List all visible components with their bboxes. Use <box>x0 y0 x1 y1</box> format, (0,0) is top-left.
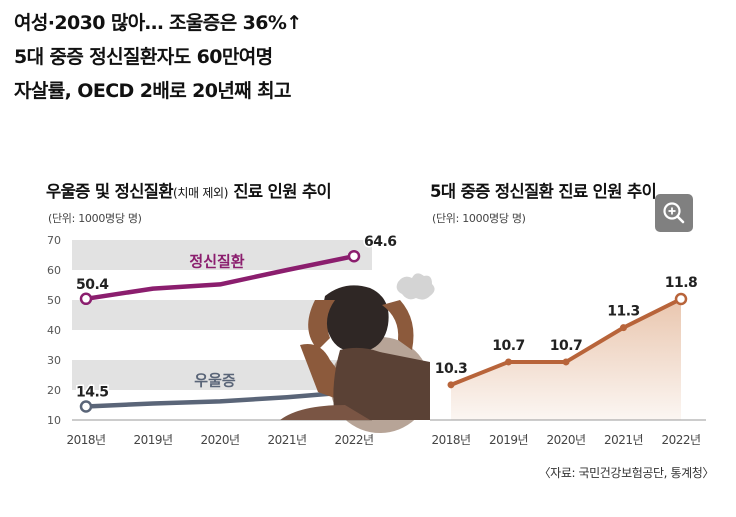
series-line <box>85 253 355 302</box>
data-point <box>347 249 361 263</box>
x-tick-label: 2021년 <box>604 433 643 447</box>
data-label: 11.3 <box>607 304 640 320</box>
data-label: 14.5 <box>76 385 109 401</box>
data-point <box>620 324 627 332</box>
headline-line-3: 자살률, OECD 2배로 20년째 최고 <box>14 80 292 102</box>
series-label-mental: 정신질환 <box>189 252 244 270</box>
y-tick-label: 20 <box>47 384 61 397</box>
x-tick-label: 2019년 <box>489 433 528 447</box>
zoom-in-icon <box>663 202 685 224</box>
y-tick-label: 50 <box>47 294 61 307</box>
x-tick-label: 2020년 <box>200 433 239 447</box>
y-tick-label: 40 <box>47 324 61 337</box>
chart1-title-main: 우울증 및 정신질환 <box>46 182 174 201</box>
y-tick-label: 30 <box>47 354 61 367</box>
source-note: 〈자료: 국민건강보험공단, 통계청〉 <box>538 466 715 480</box>
zoom-in-button[interactable] <box>655 194 693 232</box>
headline-line-2: 5대 중증 정신질환자도 60만여명 <box>14 46 273 68</box>
headline-line-1: 여성·2030 많아… 조울증은 36%↑ <box>14 12 302 34</box>
data-point <box>505 358 512 366</box>
headline: 여성·2030 많아… 조울증은 36%↑ 5대 중증 정신질환자도 60만여명… <box>14 6 574 108</box>
data-point <box>562 358 570 366</box>
series-line <box>85 389 355 409</box>
chart2: 10.3 10.7 10.7 11.3 11.8 2018년 2019년 2020년 2021년… <box>430 275 706 447</box>
stressed-person-illustration <box>280 273 435 433</box>
data-label: 10.7 <box>492 338 525 354</box>
data-label: 64.6 <box>364 234 397 250</box>
data-label: 50.4 <box>76 277 109 293</box>
data-point <box>447 381 455 389</box>
chart2-title: 5대 중증 정신질환 진료 인원 추이 <box>430 182 657 201</box>
data-label: 10.3 <box>435 361 468 377</box>
chart1-title: 우울증 및 정신질환(치매 제외) 진료 인원 추이 <box>46 178 332 202</box>
data-point <box>79 400 93 413</box>
series-label-depression: 우울증 <box>194 371 236 389</box>
x-tick-label: 2020년 <box>546 433 585 447</box>
x-tick-label: 2022년 <box>661 433 700 447</box>
x-tick-label: 2018년 <box>431 433 470 447</box>
chart1-title-note: (치매 제외) <box>172 186 229 200</box>
data-point <box>79 292 93 306</box>
data-label: 10.7 <box>550 338 583 354</box>
y-tick-label: 10 <box>47 414 61 427</box>
chart1-title-end: 진료 인원 추이 <box>228 182 332 201</box>
y-tick-label: 70 <box>47 234 61 247</box>
x-tick-label: 2021년 <box>267 433 306 447</box>
x-tick-label: 2019년 <box>133 433 172 447</box>
x-tick-label: 2022년 <box>334 433 373 447</box>
y-tick-label: 60 <box>47 264 61 277</box>
chart2-unit: (단위: 1000명당 명) <box>432 212 526 225</box>
chart1-unit: (단위: 1000명당 명) <box>48 212 142 225</box>
data-point <box>674 292 688 306</box>
x-tick-label: 2018년 <box>66 433 105 447</box>
data-label: 11.8 <box>665 275 698 291</box>
